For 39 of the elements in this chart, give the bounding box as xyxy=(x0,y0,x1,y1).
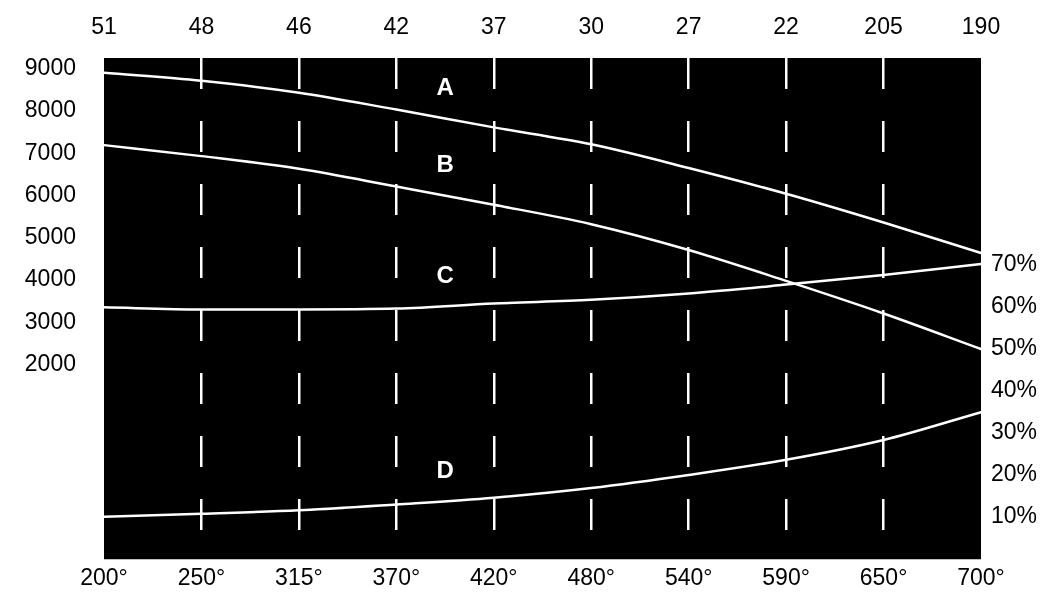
x-tick-label: 700° xyxy=(957,564,1005,591)
text: 190 xyxy=(961,13,1001,40)
y2-tick-label: 50% xyxy=(991,333,1038,360)
series-label: D xyxy=(436,455,454,483)
y2-tick-label: 70% xyxy=(991,249,1038,276)
y-tick-label: 3000 xyxy=(24,307,76,334)
text: 22 xyxy=(773,13,799,40)
x-tick-label: 650° xyxy=(859,564,908,591)
text: 42 xyxy=(383,13,410,40)
y-tick-label: 4000 xyxy=(24,265,76,292)
y2-tick-label: 40% xyxy=(991,376,1038,403)
y-tick-label: 9000 xyxy=(24,53,76,80)
y2-tick-label: 30% xyxy=(991,418,1038,445)
y-tick-label: 7000 xyxy=(24,138,76,165)
text: 48 xyxy=(188,13,215,40)
text: 51 xyxy=(91,13,117,40)
y2-tick-label: 10% xyxy=(991,502,1038,529)
y-tick-label: 6000 xyxy=(24,180,76,207)
x-tick-label: 315° xyxy=(275,564,323,591)
x-tick-label: 200° xyxy=(80,564,128,591)
x-tick-label: 480° xyxy=(567,564,616,591)
series-label: B xyxy=(436,150,454,178)
text: 27 xyxy=(675,13,702,40)
y-tick-label: 8000 xyxy=(24,96,76,123)
x-tick-label: 540° xyxy=(664,564,713,591)
text: 205 xyxy=(864,13,903,40)
y2-tick-label: 20% xyxy=(991,460,1038,487)
text: 30 xyxy=(578,13,605,40)
y-tick-label: 5000 xyxy=(24,223,76,250)
x-tick-label: 420° xyxy=(469,564,518,591)
x-tick-label: 250° xyxy=(177,564,226,591)
series-label: A xyxy=(436,73,454,101)
text: 46 xyxy=(286,13,312,40)
text: 37 xyxy=(480,13,507,40)
y-tick-label: 2000 xyxy=(24,349,76,376)
y2-tick-label: 60% xyxy=(991,291,1038,318)
x-tick-label: 590° xyxy=(762,564,810,591)
series-label: C xyxy=(436,260,454,288)
x-tick-label: 370° xyxy=(372,564,421,591)
